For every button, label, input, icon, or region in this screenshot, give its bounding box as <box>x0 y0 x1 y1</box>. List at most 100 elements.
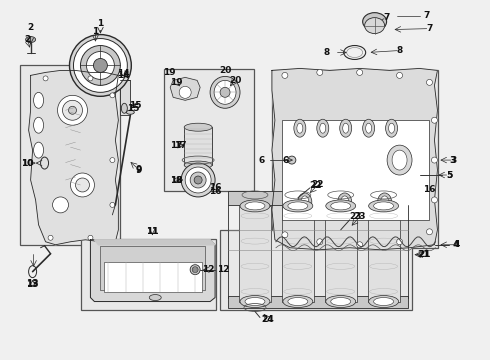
Ellipse shape <box>363 119 375 137</box>
Ellipse shape <box>288 202 308 210</box>
Polygon shape <box>95 240 215 245</box>
Text: 8: 8 <box>323 48 330 57</box>
Ellipse shape <box>75 178 90 192</box>
Ellipse shape <box>110 158 115 163</box>
Text: 23: 23 <box>349 212 362 221</box>
Ellipse shape <box>294 119 306 137</box>
Text: 11: 11 <box>146 227 158 236</box>
Text: 1: 1 <box>98 19 103 28</box>
Ellipse shape <box>317 119 329 137</box>
Text: 22: 22 <box>310 181 322 190</box>
Text: 5: 5 <box>446 171 453 180</box>
Ellipse shape <box>283 296 313 307</box>
Ellipse shape <box>122 103 127 113</box>
Text: 7: 7 <box>383 13 390 22</box>
Text: 8: 8 <box>396 46 403 55</box>
Text: 2: 2 <box>27 23 34 32</box>
Text: 20: 20 <box>229 76 241 85</box>
Text: 19: 19 <box>163 68 175 77</box>
Text: 7: 7 <box>423 11 430 20</box>
Ellipse shape <box>80 45 121 85</box>
Ellipse shape <box>432 197 438 203</box>
Bar <box>282 206 314 302</box>
Ellipse shape <box>343 123 349 133</box>
Ellipse shape <box>301 196 309 208</box>
Ellipse shape <box>71 173 95 197</box>
Text: 10: 10 <box>22 158 34 167</box>
Ellipse shape <box>365 18 385 33</box>
Text: 22: 22 <box>312 180 324 189</box>
Bar <box>368 206 399 302</box>
Ellipse shape <box>341 196 349 208</box>
Ellipse shape <box>52 197 69 213</box>
Ellipse shape <box>381 196 389 208</box>
Ellipse shape <box>34 117 44 133</box>
Ellipse shape <box>317 239 323 245</box>
Ellipse shape <box>110 202 115 207</box>
Bar <box>20 65 121 244</box>
Text: 24: 24 <box>262 315 274 324</box>
Text: 20: 20 <box>219 66 231 75</box>
Ellipse shape <box>245 202 265 210</box>
Ellipse shape <box>194 176 202 184</box>
Bar <box>325 206 357 302</box>
Ellipse shape <box>25 37 36 42</box>
Text: 1: 1 <box>92 27 98 36</box>
Text: 3: 3 <box>449 156 456 165</box>
Bar <box>390 165 419 185</box>
Ellipse shape <box>184 123 212 131</box>
Text: 9: 9 <box>135 166 142 175</box>
Ellipse shape <box>240 296 270 307</box>
Ellipse shape <box>378 193 392 211</box>
Text: 21: 21 <box>417 250 430 259</box>
Ellipse shape <box>34 92 44 108</box>
Bar <box>184 127 212 165</box>
Text: 7: 7 <box>426 24 433 33</box>
Ellipse shape <box>432 157 438 163</box>
Ellipse shape <box>426 229 433 235</box>
Polygon shape <box>170 77 200 100</box>
Text: 6: 6 <box>259 156 265 165</box>
Bar <box>81 239 216 310</box>
Ellipse shape <box>368 200 398 212</box>
Text: 2: 2 <box>24 35 31 44</box>
Text: 12: 12 <box>217 265 229 274</box>
Text: 15: 15 <box>127 104 140 113</box>
Ellipse shape <box>184 161 212 169</box>
Bar <box>272 69 438 248</box>
Ellipse shape <box>387 145 412 175</box>
Ellipse shape <box>220 87 230 97</box>
Ellipse shape <box>374 202 393 210</box>
Ellipse shape <box>386 119 397 137</box>
Ellipse shape <box>340 119 352 137</box>
Ellipse shape <box>240 200 270 212</box>
Bar <box>239 206 271 302</box>
Ellipse shape <box>320 123 326 133</box>
Text: 23: 23 <box>353 212 366 221</box>
Ellipse shape <box>245 298 265 306</box>
Ellipse shape <box>48 235 53 240</box>
Ellipse shape <box>34 142 44 158</box>
Ellipse shape <box>298 193 312 211</box>
Ellipse shape <box>331 298 351 306</box>
Text: 16: 16 <box>209 188 221 197</box>
Ellipse shape <box>43 76 48 81</box>
Ellipse shape <box>88 235 93 240</box>
Ellipse shape <box>426 80 433 85</box>
Text: 13: 13 <box>26 279 39 288</box>
Bar <box>164 69 254 191</box>
Ellipse shape <box>149 294 161 301</box>
Text: 4: 4 <box>453 240 460 249</box>
Ellipse shape <box>282 232 288 238</box>
Text: 17: 17 <box>170 141 182 150</box>
Ellipse shape <box>331 202 351 210</box>
Ellipse shape <box>357 242 363 248</box>
Ellipse shape <box>210 76 240 108</box>
Ellipse shape <box>432 117 438 123</box>
Ellipse shape <box>69 106 76 114</box>
Ellipse shape <box>392 150 407 170</box>
Text: 3: 3 <box>450 156 457 165</box>
Ellipse shape <box>366 123 371 133</box>
Ellipse shape <box>282 72 288 78</box>
Ellipse shape <box>283 200 313 212</box>
